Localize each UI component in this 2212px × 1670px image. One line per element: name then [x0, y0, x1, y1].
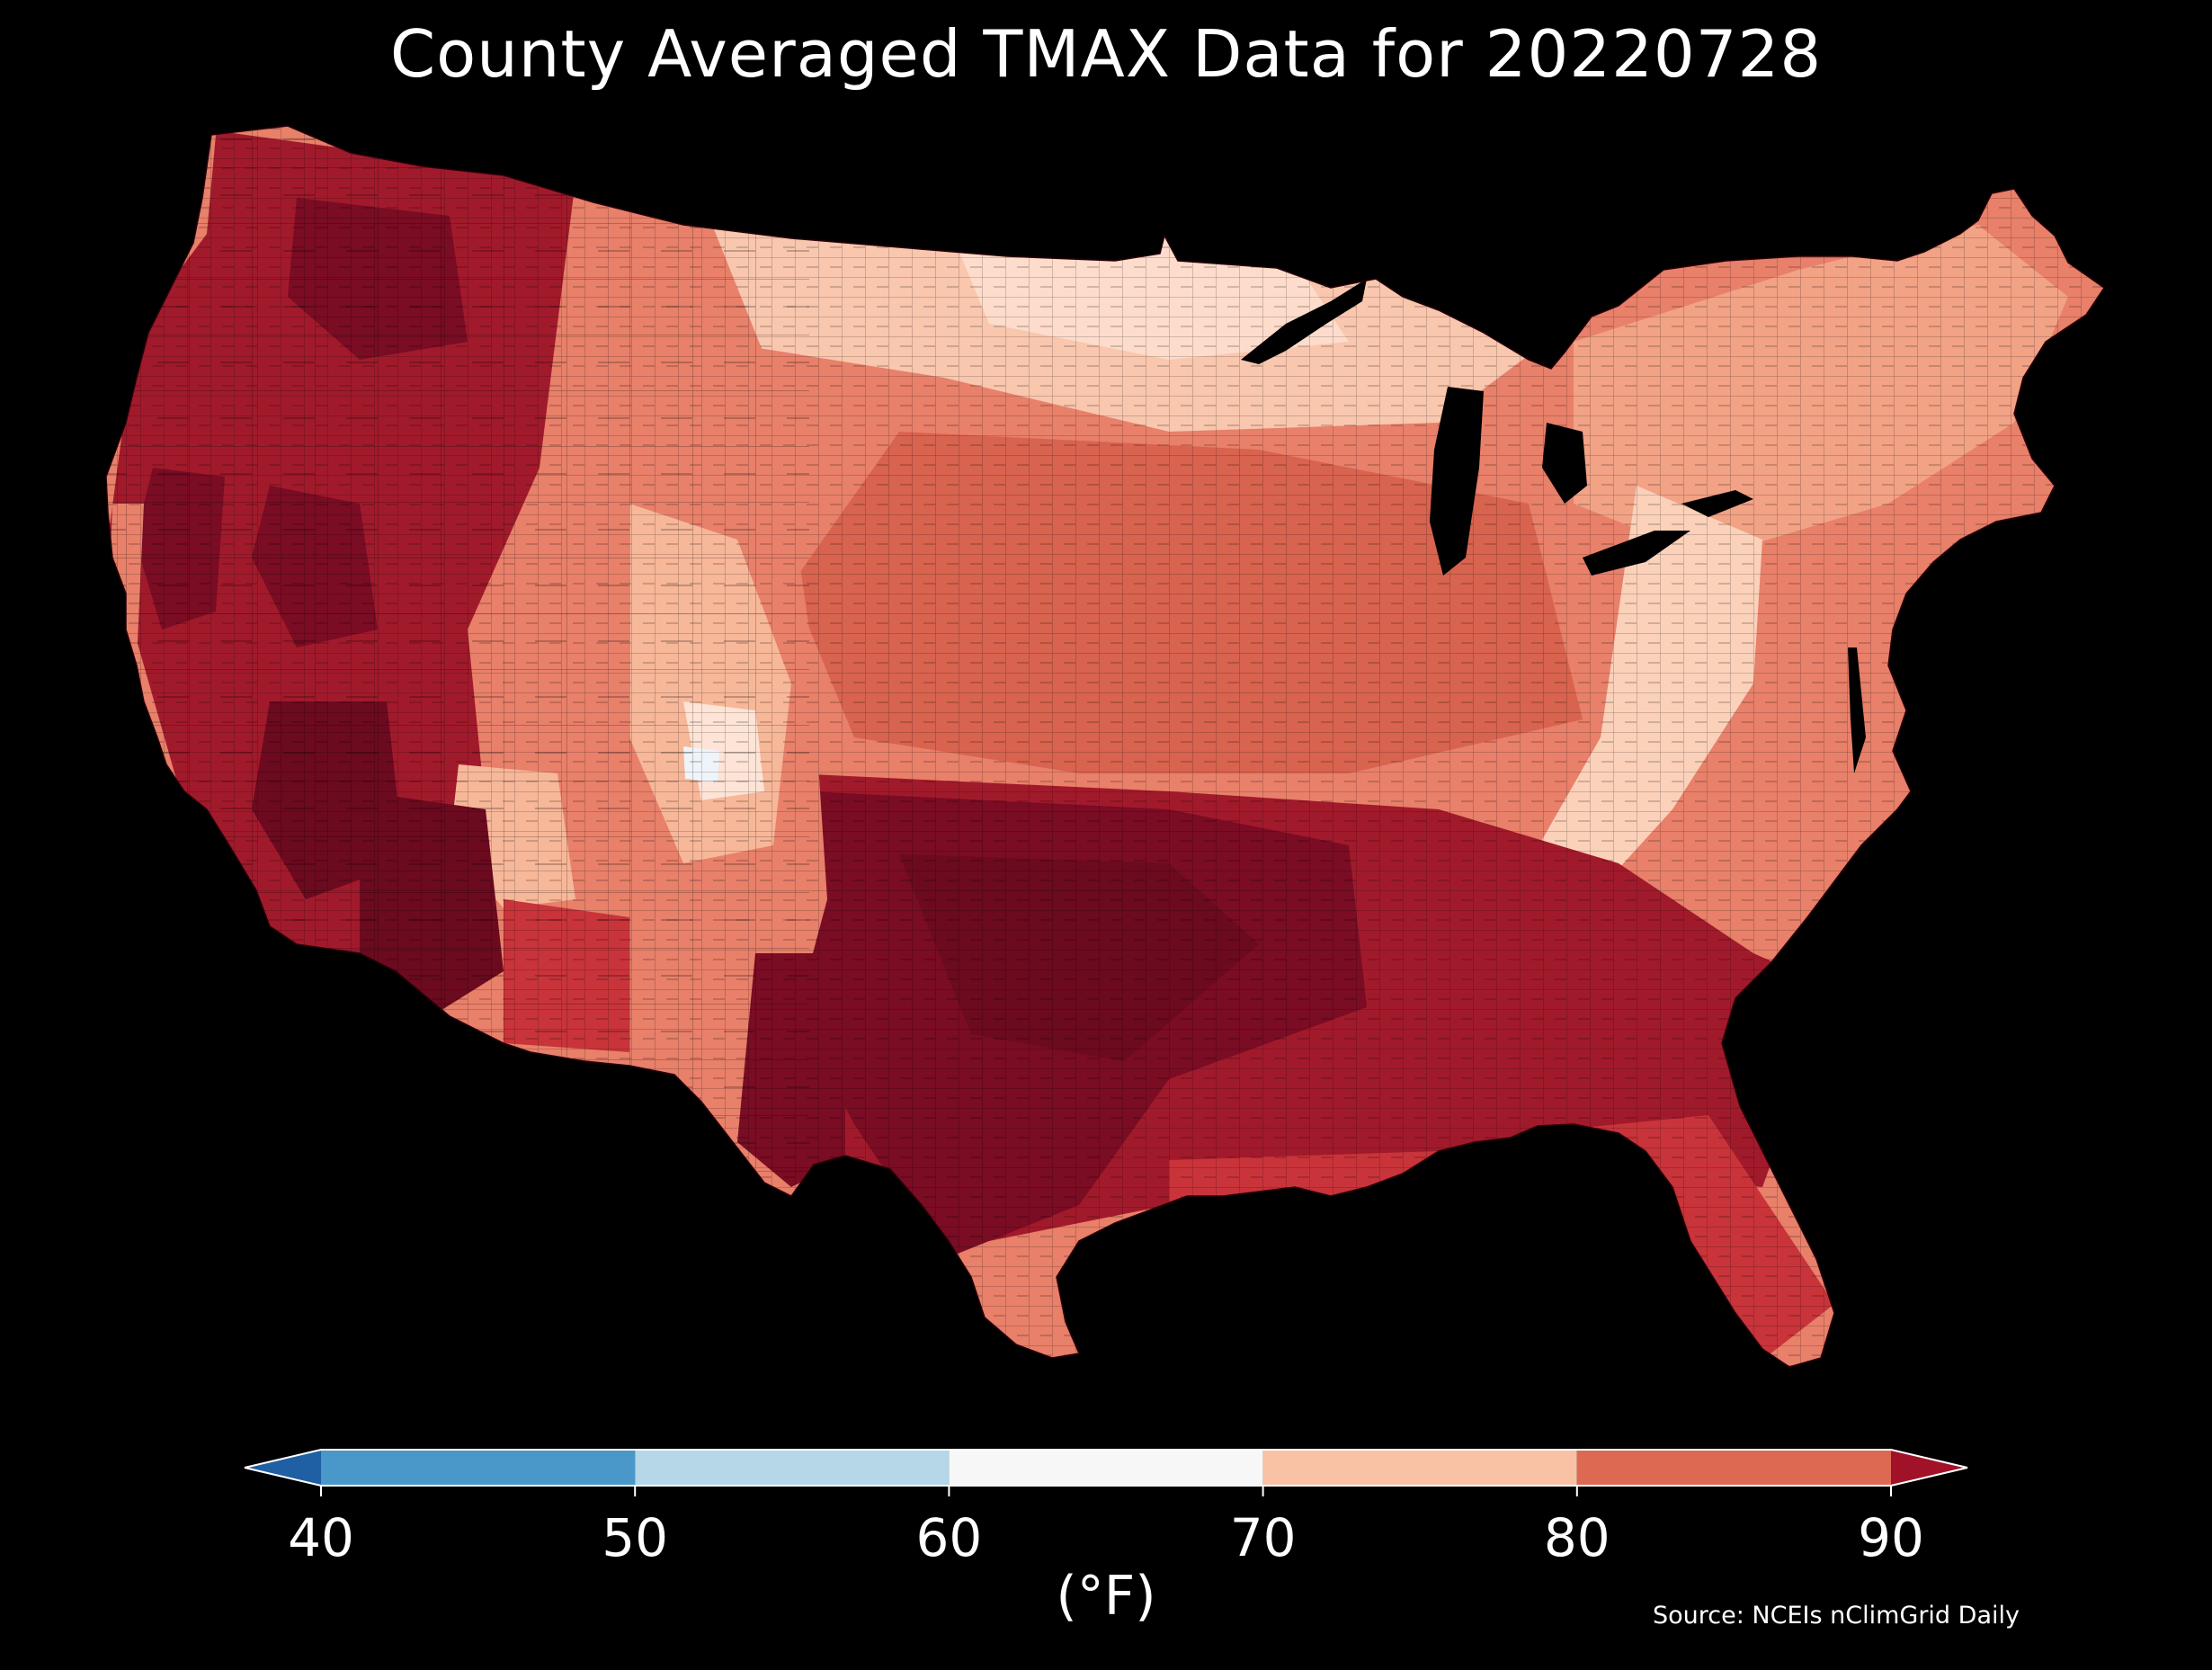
colorbar-bin-0 [321, 1450, 636, 1486]
colorbar-tick-label-0: 40 [288, 1507, 354, 1568]
lake-ontario [1681, 490, 1753, 517]
colorbar-tick-label-1: 50 [602, 1507, 668, 1568]
colorbar-bin-4 [1576, 1450, 1891, 1486]
colorbar-under-extension [245, 1450, 321, 1486]
colorbar-tick-label-5: 90 [1858, 1507, 1924, 1568]
colorbar-over-extension [1891, 1450, 1967, 1486]
colorbar-tick-label-3: 70 [1230, 1507, 1297, 1568]
source-note: Source: NCEIs nClimGrid Daily [1653, 1602, 2020, 1630]
lake-michigan [1430, 387, 1484, 576]
map-title: County Averaged TMAX Data for 20220728 [389, 16, 1823, 92]
lake-superior [1241, 279, 1367, 364]
colorbar-bin-2 [949, 1450, 1263, 1486]
colorbar-bin-1 [635, 1450, 950, 1486]
lake-erie [1583, 531, 1690, 576]
colorbar-tick-label-4: 80 [1544, 1507, 1610, 1568]
colorbar-bin-3 [1262, 1450, 1577, 1486]
colorbar-tick-label-2: 60 [915, 1507, 982, 1568]
lake-huron [1542, 423, 1587, 504]
colorbar-unit-label: (°F) [1056, 1565, 1156, 1628]
